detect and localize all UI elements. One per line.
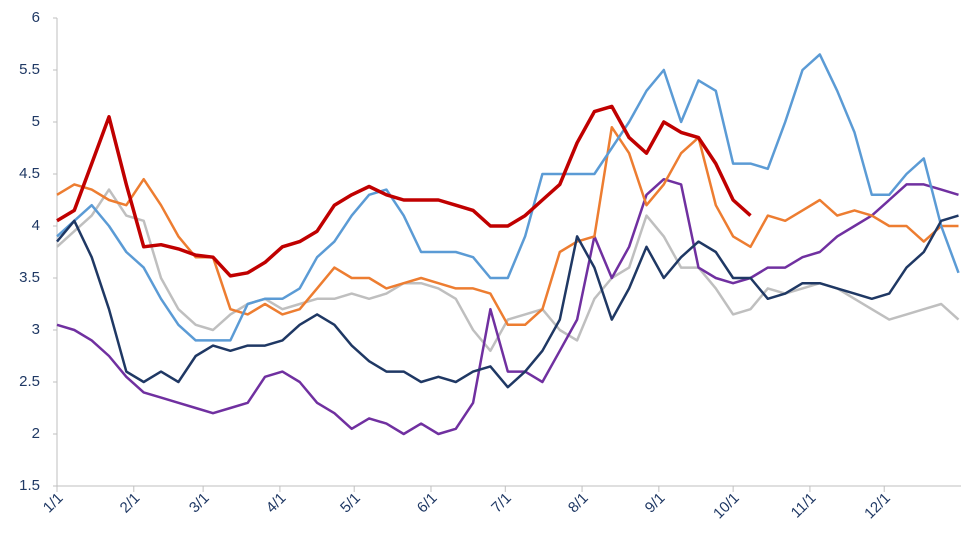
y-tick-label: 5.5	[19, 61, 40, 78]
series-line	[56, 188, 960, 353]
series-line	[56, 177, 959, 436]
x-tick-label: 7/1	[488, 490, 515, 517]
x-tick-label: 5/1	[337, 490, 364, 517]
x-tick-label: 10/1	[710, 490, 743, 523]
x-tick-label: 8/1	[565, 490, 592, 517]
series-line	[56, 53, 960, 342]
y-tick-label: 2	[32, 425, 40, 442]
y-tick-label: 1.5	[19, 477, 40, 494]
y-tick-label: 4.5	[19, 165, 40, 182]
x-tick-label: 12/1	[861, 490, 894, 523]
x-tick-label: 9/1	[642, 490, 669, 517]
y-tick-label: 3	[32, 321, 40, 338]
x-tick-label: 1/1	[40, 490, 67, 517]
x-tick-label: 2/1	[117, 490, 144, 517]
y-tick-label: 6	[32, 9, 40, 26]
y-tick-label: 4	[32, 217, 40, 234]
y-tick-label: 5	[32, 113, 40, 130]
series-line	[56, 104, 752, 278]
x-tick-label: 3/1	[186, 490, 213, 517]
y-tick-label: 2.5	[19, 373, 40, 390]
series-line	[56, 214, 959, 389]
x-tick-label: 4/1	[263, 490, 290, 517]
y-tick-label: 3.5	[19, 269, 40, 286]
x-tick-label: 6/1	[414, 490, 441, 517]
x-tick-label: 11/1	[788, 490, 820, 522]
